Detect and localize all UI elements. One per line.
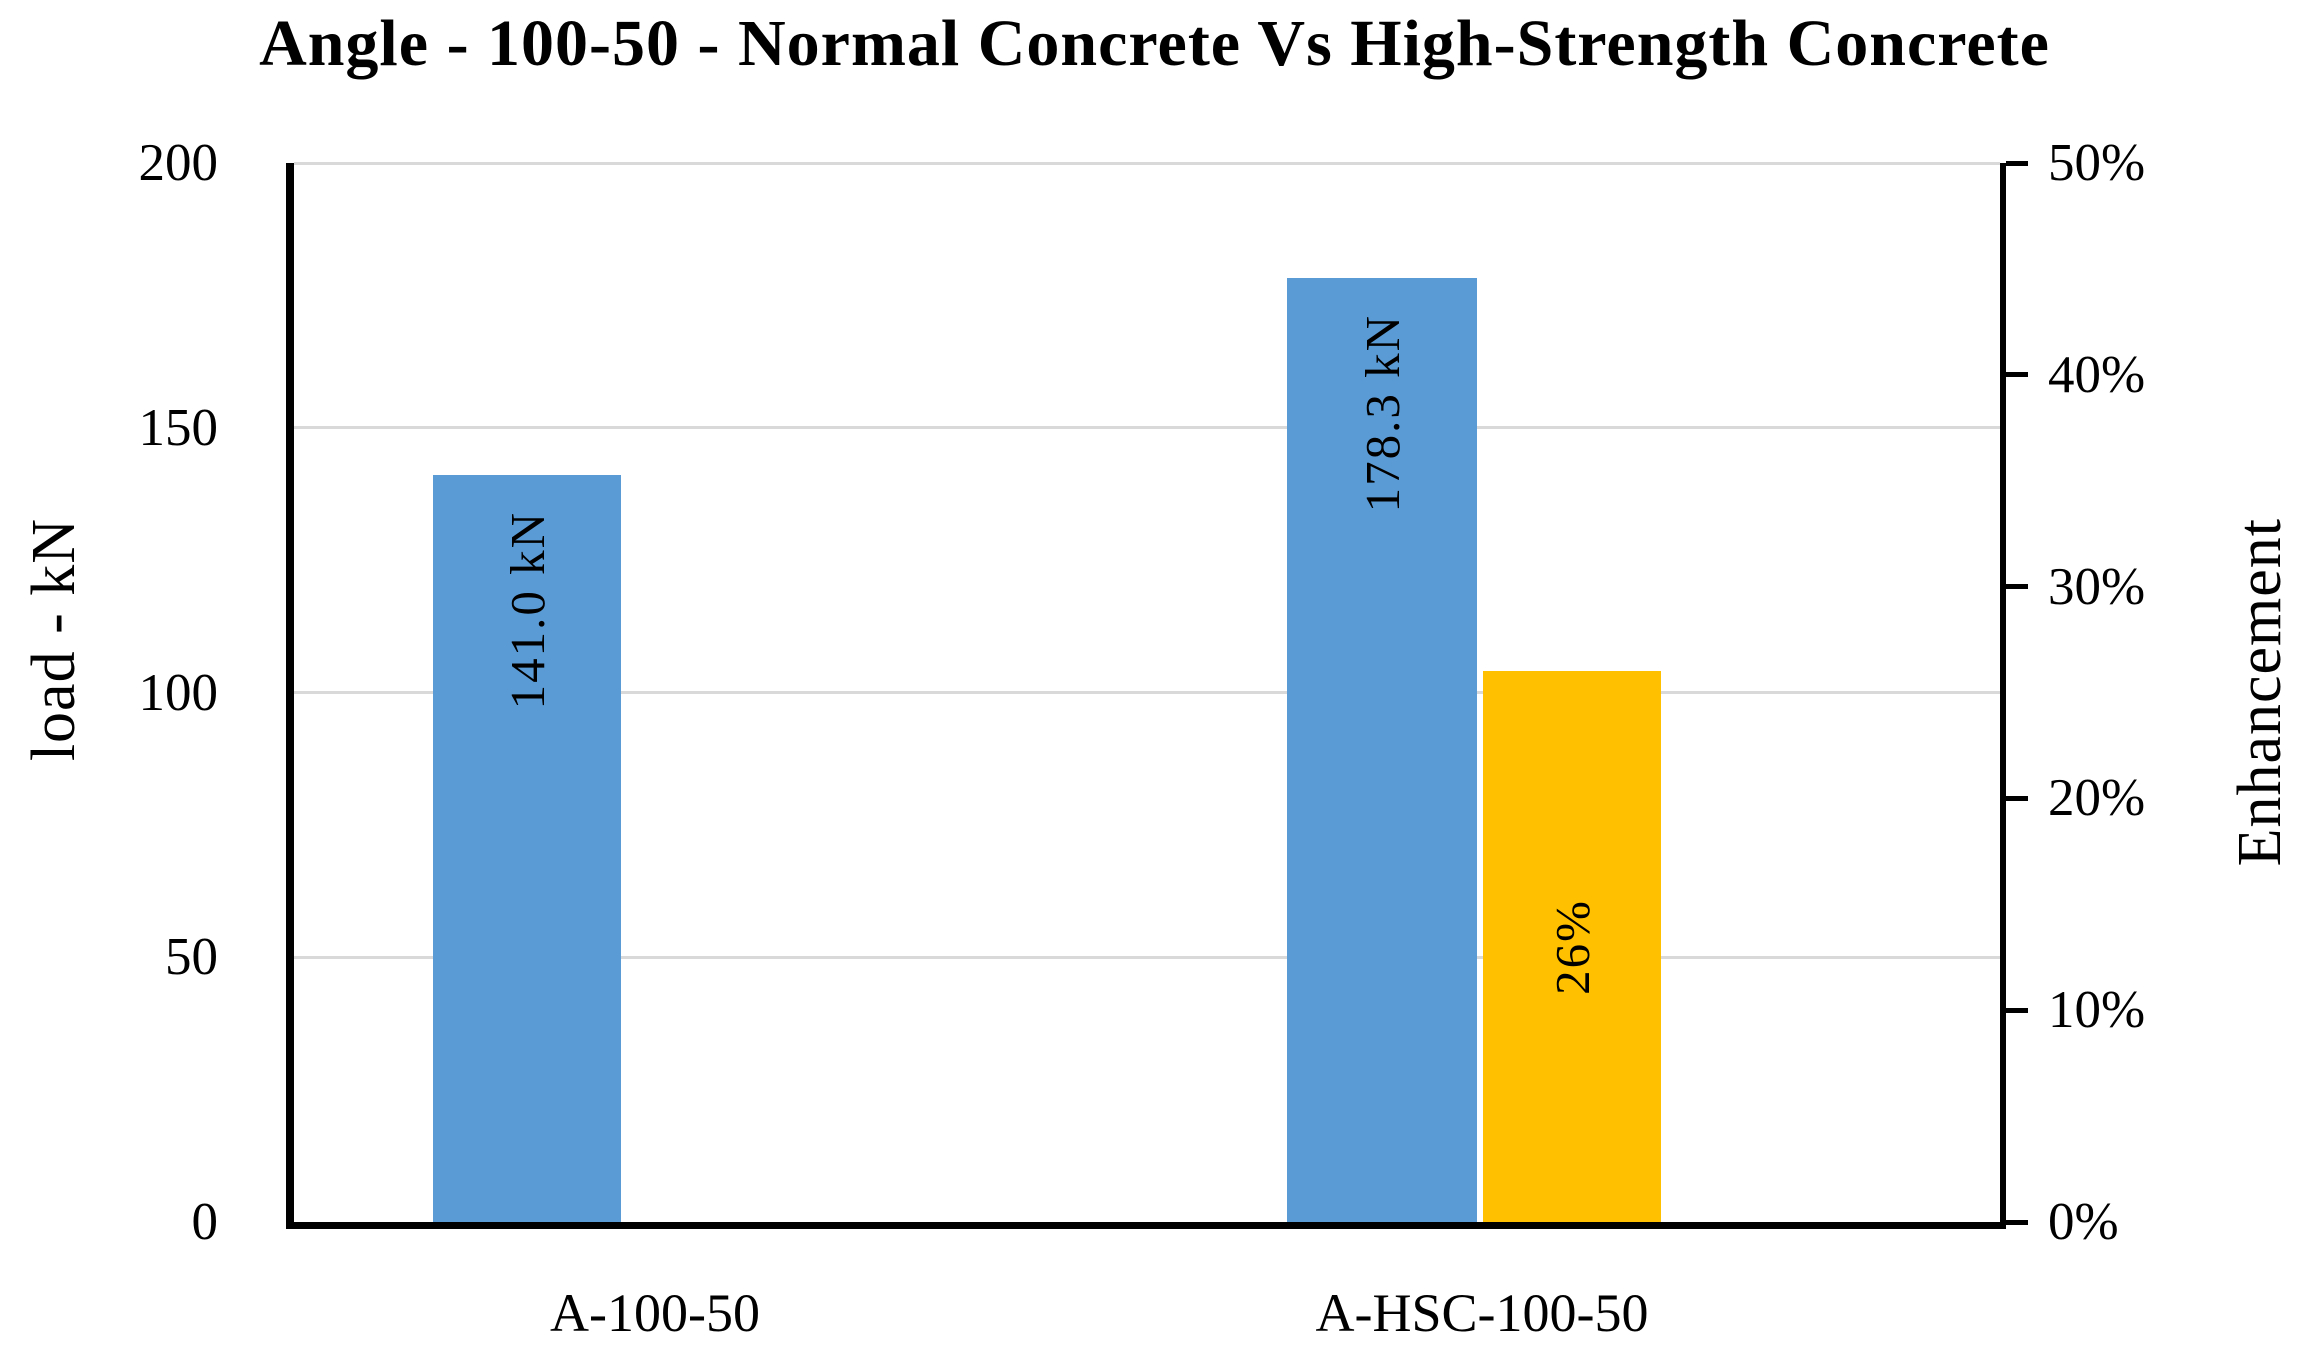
left-axis-line bbox=[286, 163, 294, 1229]
right-tick-mark-40% bbox=[2006, 372, 2028, 378]
gridline-50 bbox=[294, 955, 2000, 959]
left-tick-label-100: 100 bbox=[138, 663, 219, 722]
right-tick-label-10%: 10% bbox=[2048, 981, 2146, 1040]
left-axis-title: load - kN bbox=[6, 330, 102, 950]
right-tick-label-40%: 40% bbox=[2048, 345, 2146, 404]
gridline-200 bbox=[294, 161, 2000, 165]
gridline-150 bbox=[294, 426, 2000, 430]
right-tick-label-30%: 30% bbox=[2048, 557, 2146, 616]
bar-load-A-HSC-100-50: 178.3 kN bbox=[1287, 277, 1477, 1222]
category-label-A-HSC-100-50: A-HSC-100-50 bbox=[1315, 1283, 1649, 1343]
left-tick-label-150: 150 bbox=[138, 398, 219, 457]
right-axis-title-text: Enhancement bbox=[2225, 517, 2294, 867]
bar-data-label: 26% bbox=[1544, 898, 1600, 995]
right-axis-title: Enhancement bbox=[2212, 382, 2308, 1002]
right-tick-label-20%: 20% bbox=[2048, 769, 2146, 828]
left-axis-title-text: load - kN bbox=[19, 518, 88, 762]
chart-title: Angle - 100-50 - Normal Concrete Vs High… bbox=[259, 7, 2050, 80]
right-tick-mark-0% bbox=[2006, 1219, 2028, 1225]
bar-load-A-100-50: 141.0 kN bbox=[433, 475, 621, 1222]
bar-data-label: 141.0 kN bbox=[499, 511, 555, 710]
bar-enhancement-A-HSC-100-50: 26% bbox=[1483, 671, 1661, 1222]
right-tick-label-0%: 0% bbox=[2048, 1193, 2119, 1251]
left-tick-label-200: 200 bbox=[138, 134, 219, 192]
left-tick-label-0: 0 bbox=[191, 1193, 219, 1251]
right-tick-label-50%: 50% bbox=[2048, 134, 2146, 192]
right-tick-mark-30% bbox=[2006, 584, 2028, 590]
right-tick-mark-20% bbox=[2006, 795, 2028, 801]
right-axis-line bbox=[2000, 163, 2006, 1229]
bar-data-label: 178.3 kN bbox=[1354, 313, 1410, 513]
right-tick-mark-10% bbox=[2006, 1007, 2028, 1013]
x-axis-line bbox=[286, 1222, 2006, 1229]
category-label-A-100-50: A-100-50 bbox=[550, 1283, 760, 1343]
left-tick-label-50: 50 bbox=[165, 928, 218, 987]
gridline-100 bbox=[294, 691, 2000, 694]
right-tick-mark-50% bbox=[2006, 160, 2028, 166]
